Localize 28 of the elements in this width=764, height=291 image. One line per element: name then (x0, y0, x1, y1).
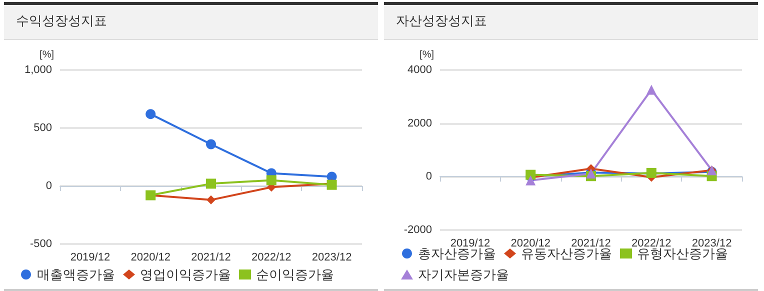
point (646, 84, 656, 95)
legend-label: 순이익증가율 (256, 267, 334, 282)
point (206, 195, 216, 204)
y-axis-title: [%] (40, 50, 54, 60)
chart-title: 수익성장성지표 (4, 5, 378, 40)
point (526, 175, 536, 186)
x-tick-label: 2019/12 (70, 252, 110, 264)
x-tick-label: 2022/12 (252, 252, 292, 264)
legend-label: 영업이익증가율 (140, 267, 231, 282)
y-tick-label: 0 (46, 180, 52, 192)
point (206, 139, 216, 150)
point (146, 109, 156, 120)
legend-label: 자기자본증가율 (418, 267, 509, 282)
legend-label: 매출액증가율 (37, 267, 115, 282)
y-tick-label: 1,000 (24, 64, 52, 76)
y-axis-title: [%] (420, 50, 434, 60)
x-tick-label: 2021/12 (191, 252, 231, 264)
x-tick-label: 2020/12 (130, 252, 170, 264)
y-tick-label: 500 (34, 122, 52, 134)
point (206, 178, 216, 189)
chart-title: 자산성장성지표 (384, 5, 758, 40)
point (266, 175, 276, 186)
y-tick-label: 2000 (408, 117, 432, 130)
y-tick-label: 0 (426, 170, 432, 183)
y-tick-label: -500 (30, 238, 52, 250)
y-tick-label: 4000 (408, 64, 432, 76)
x-tick-label: 2023/12 (312, 252, 352, 264)
y-tick-label: -2000 (404, 224, 432, 236)
